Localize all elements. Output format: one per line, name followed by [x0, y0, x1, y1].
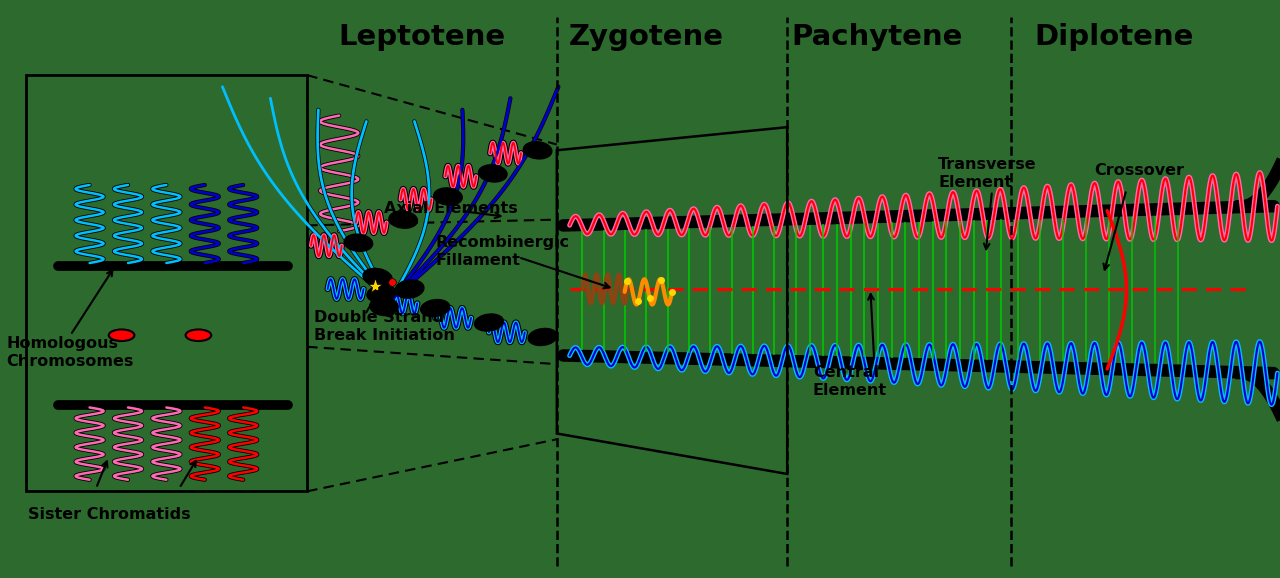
Text: Pachytene: Pachytene: [791, 23, 963, 51]
Ellipse shape: [529, 328, 557, 346]
Text: Central
Element: Central Element: [813, 365, 887, 398]
Circle shape: [109, 329, 134, 341]
Ellipse shape: [364, 268, 392, 287]
Text: Crossover: Crossover: [1094, 163, 1184, 178]
Circle shape: [186, 329, 211, 341]
Ellipse shape: [389, 211, 417, 228]
Text: Double Strand
Break Initiation: Double Strand Break Initiation: [314, 310, 454, 343]
Text: Zygotene: Zygotene: [568, 23, 724, 51]
Ellipse shape: [421, 299, 449, 317]
Text: Sister Chromatids: Sister Chromatids: [28, 507, 191, 522]
Ellipse shape: [479, 165, 507, 182]
Text: Leptotene: Leptotene: [339, 23, 506, 51]
Ellipse shape: [344, 234, 372, 251]
Ellipse shape: [475, 314, 503, 331]
FancyBboxPatch shape: [26, 75, 307, 491]
Ellipse shape: [396, 280, 424, 298]
Ellipse shape: [524, 142, 552, 159]
Text: Homologous
Chromosomes: Homologous Chromosomes: [6, 336, 134, 369]
Text: Recombinergic
Fillament: Recombinergic Fillament: [435, 235, 570, 268]
Ellipse shape: [370, 297, 398, 316]
Text: Transverse
Element: Transverse Element: [938, 157, 1037, 190]
Ellipse shape: [367, 285, 396, 302]
Text: Diplotene: Diplotene: [1034, 23, 1193, 51]
Text: Axial Elements: Axial Elements: [384, 201, 517, 216]
Ellipse shape: [434, 188, 462, 205]
